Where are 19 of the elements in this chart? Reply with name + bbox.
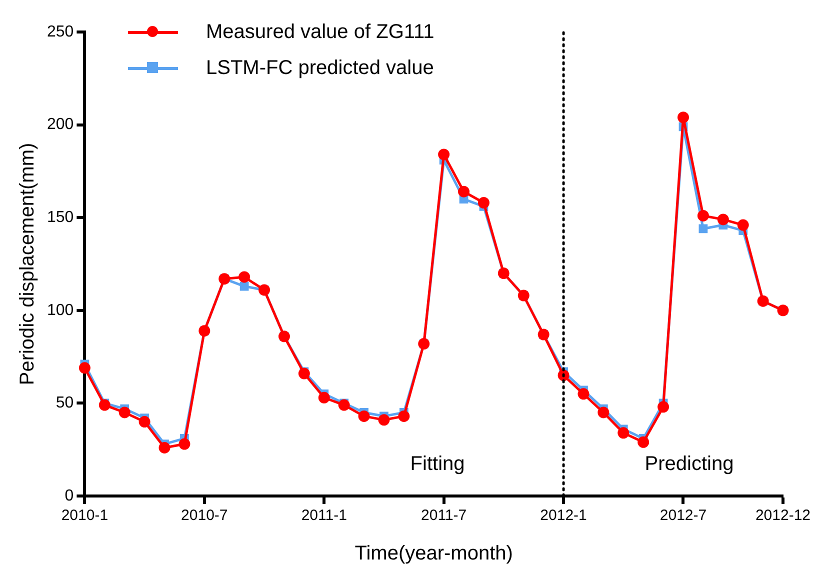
y-tick-label: 0 [64,487,74,504]
y-tick-label: 200 [46,116,74,134]
x-tick-label: 2012-1 [540,507,587,524]
y-tick-label: 250 [46,23,74,40]
y-tick-label: 150 [46,209,74,226]
y-axis-title: Periodic displacement(mm) [16,142,39,386]
annotation: Fitting [410,453,465,475]
annotation: Predicting [644,453,734,475]
x-tick-label: 2011-1 [301,507,347,524]
x-tick-label: 2012-12 [755,507,811,524]
x-tick-label: 2012-7 [660,507,707,524]
legend-label: LSTM-FC predicted value [206,56,434,80]
x-tick-label: 2011-7 [421,507,467,524]
x-tick-label: 2010-1 [61,507,108,524]
y-tick-label: 100 [46,302,74,319]
legend-label: Measured value of ZG111 [206,20,434,44]
y-tick-label: 50 [56,394,74,412]
x-tick-label: 2010-7 [181,507,228,524]
x-axis-title: Time(year-month) [354,542,513,565]
